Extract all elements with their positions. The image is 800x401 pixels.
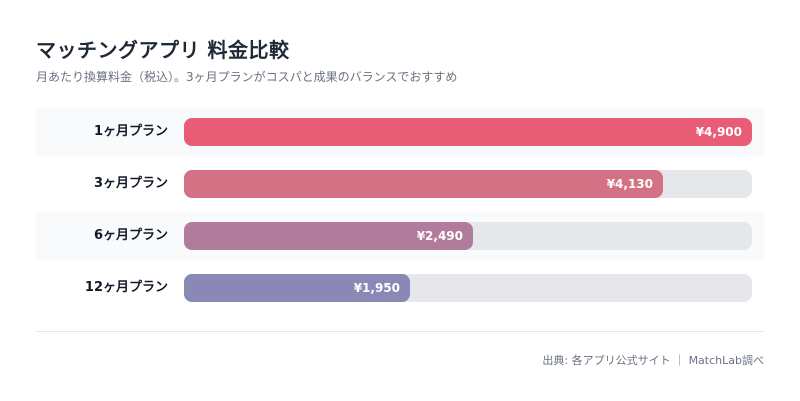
bar-track: ¥4,130 xyxy=(184,170,752,198)
category-label: 1ヶ月プラン xyxy=(93,124,168,139)
footer-divider xyxy=(36,331,764,332)
bar-value-label: ¥4,130 xyxy=(606,177,653,191)
bar-row: 3ヶ月プラン ¥4,130 xyxy=(36,160,764,208)
category-label: 3ヶ月プラン xyxy=(93,176,168,191)
bar-track: ¥2,490 xyxy=(184,222,752,250)
category-label: 12ヶ月プラン xyxy=(84,280,168,295)
bar-track: ¥1,950 xyxy=(184,274,752,302)
category-label: 6ヶ月プラン xyxy=(93,228,168,243)
bar-value-label: ¥1,950 xyxy=(353,281,400,295)
bar: ¥4,130 xyxy=(184,170,663,198)
bar-row: 6ヶ月プラン ¥2,490 xyxy=(36,212,764,260)
bar: ¥1,950 xyxy=(184,274,410,302)
bar-row: 1ヶ月プラン ¥4,900 xyxy=(36,108,764,156)
bar-value-label: ¥4,900 xyxy=(695,125,742,139)
chart-subtitle: 月あたり換算料金（税込）。3ヶ月プランがコスパと成果のバランスでおすすめ xyxy=(36,70,458,84)
bar: ¥4,900 xyxy=(184,118,752,146)
bar-value-label: ¥2,490 xyxy=(416,229,463,243)
chart-title: マッチングアプリ 料金比較 xyxy=(36,38,290,62)
bar-rows: 1ヶ月プラン ¥4,900 3ヶ月プラン ¥4,130 6ヶ月プラン ¥2,490 12ヶ月… xyxy=(36,108,764,316)
bar-track: ¥4,900 xyxy=(184,118,752,146)
source-note: 出典: 各アプリ公式サイト ｜ MatchLab調べ xyxy=(542,354,764,367)
bar-row: 12ヶ月プラン ¥1,950 xyxy=(36,264,764,312)
bar: ¥2,490 xyxy=(184,222,473,250)
